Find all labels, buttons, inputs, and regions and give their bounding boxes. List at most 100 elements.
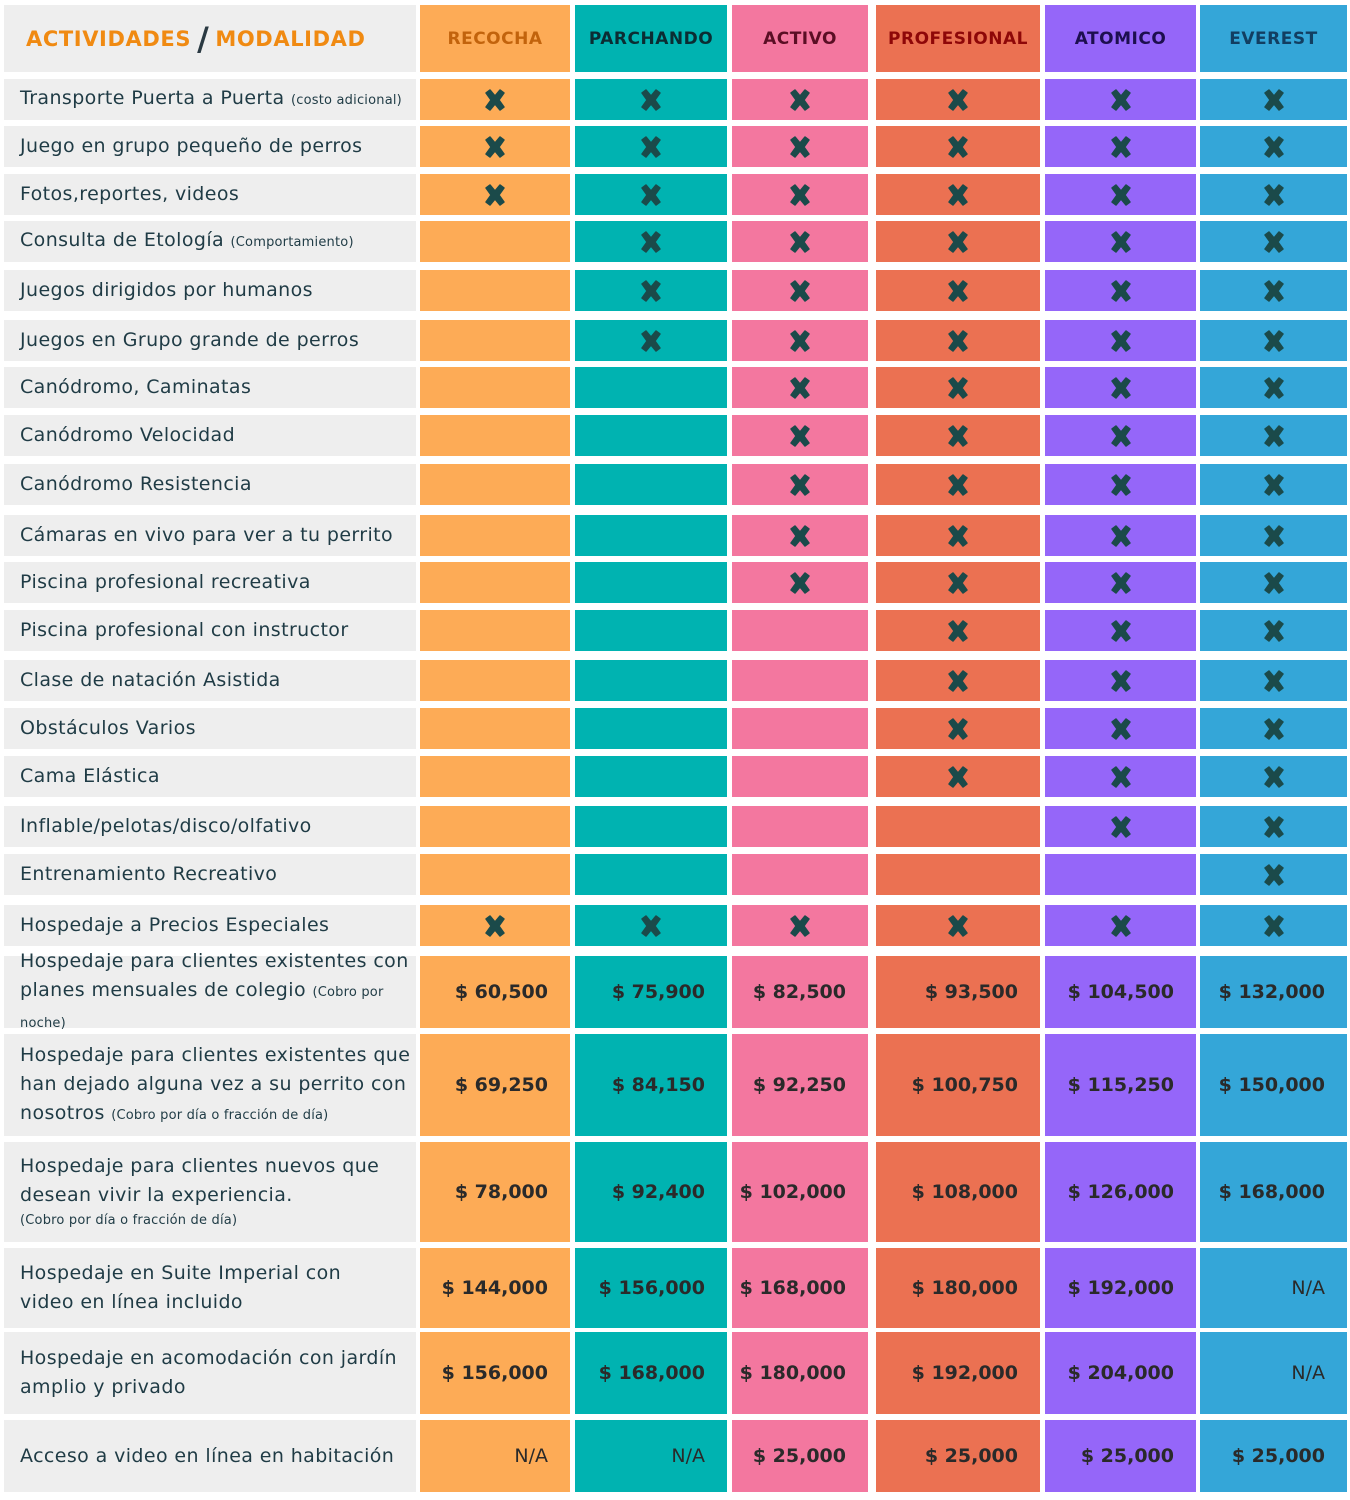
price-cell: $ 92,400: [575, 1142, 727, 1242]
price-value: $ 108,000: [911, 1181, 1018, 1203]
x-mark-icon: [641, 88, 661, 111]
activity-cell: [1045, 320, 1196, 361]
activity-cell: [1045, 270, 1196, 311]
x-mark-icon: [1110, 376, 1131, 399]
activity-cell: [1200, 610, 1347, 651]
activity-cell: [732, 756, 868, 797]
price-cell: $ 92,250: [732, 1034, 868, 1136]
activity-cell: [575, 367, 727, 408]
activity-text: Juegos en Grupo grande de perros: [20, 326, 359, 355]
activity-cell: [876, 320, 1040, 361]
activity-cell: [732, 221, 868, 262]
x-mark-icon: [948, 230, 968, 253]
pricing-line: Hospedaje en acomodación con jardín: [20, 1344, 397, 1373]
activity-cell: [575, 320, 727, 361]
x-mark-icon: [790, 571, 810, 594]
price-value: $ 168,000: [598, 1362, 705, 1384]
activity-cell: [1045, 708, 1196, 749]
activity-label: Cama Elástica: [4, 756, 416, 797]
activity-cell: [575, 806, 727, 847]
price-value: N/A: [1291, 1277, 1325, 1299]
x-mark-icon: [948, 135, 968, 158]
activity-cell: [420, 415, 570, 456]
activity-cell: [876, 806, 1040, 847]
activity-name: Fotos,reportes, videos: [20, 183, 240, 205]
x-mark-icon: [1110, 135, 1131, 158]
pricing-line: nosotros (Cobro por día o fracción de dí…: [20, 1099, 410, 1130]
activity-label: Obstáculos Varios: [4, 708, 416, 749]
activity-cell: [876, 415, 1040, 456]
activity-cell: [575, 854, 727, 895]
pricing-text: Hospedaje para clientes nuevos que desean…: [20, 1152, 379, 1232]
pricing-label: Hospedaje en Suite Imperial con video en …: [4, 1248, 416, 1328]
pricing-text: Hospedaje para clientes existentes con pl…: [20, 947, 416, 1038]
activity-cell: [420, 562, 570, 603]
activity-label: Piscina profesional con instructor: [4, 610, 416, 651]
price-cell: $ 150,000: [1200, 1034, 1347, 1136]
x-mark-icon: [948, 424, 968, 447]
activity-cell: [420, 756, 570, 797]
price-cell: $ 93,500: [876, 956, 1040, 1028]
price-value: $ 104,500: [1067, 981, 1174, 1003]
pricing-line: Acceso a video en línea en habitación: [20, 1442, 394, 1471]
price-value: $ 126,000: [1067, 1181, 1174, 1203]
activity-cell: [420, 854, 570, 895]
price-value: $ 93,500: [924, 981, 1018, 1003]
price-cell: N/A: [1200, 1332, 1347, 1414]
pricing-line: video en línea incluido: [20, 1288, 341, 1317]
activity-cell: [1200, 415, 1347, 456]
activity-cell: [876, 464, 1040, 505]
activity-note: (Comportamiento): [230, 235, 354, 250]
activity-cell: [876, 708, 1040, 749]
plan-name: PARCHANDO: [588, 28, 714, 49]
x-mark-icon: [485, 183, 505, 206]
activity-cell: [1045, 660, 1196, 701]
activity-cell: [575, 660, 727, 701]
pricing-text: Hospedaje en Suite Imperial con video en …: [20, 1259, 341, 1317]
price-value: $ 150,000: [1218, 1074, 1325, 1096]
activity-text: Transporte Puerta a Puerta (costo adicio…: [20, 84, 402, 115]
activity-cell: [732, 806, 868, 847]
pricing-line-text: han dejado alguna vez a su perrito con: [20, 1072, 407, 1095]
activity-cell: [732, 562, 868, 603]
activity-cell: [420, 126, 570, 167]
x-mark-icon: [790, 524, 810, 547]
x-mark-icon: [948, 376, 968, 399]
pricing-line-text: video en línea incluido: [20, 1291, 243, 1313]
activity-cell: [420, 660, 570, 701]
price-value: $ 180,000: [911, 1277, 1018, 1299]
price-cell: N/A: [575, 1420, 727, 1492]
activity-cell: [1200, 221, 1347, 262]
plan-header-activo: ACTIVO: [732, 5, 868, 72]
price-cell: $ 192,000: [1045, 1248, 1196, 1328]
x-mark-icon: [790, 135, 810, 158]
activity-cell: [876, 905, 1040, 946]
activity-cell: [732, 270, 868, 311]
price-value: $ 25,000: [1231, 1445, 1325, 1467]
pricing-note: (Cobro por noche): [20, 984, 384, 1031]
activity-name: Canódromo Velocidad: [20, 424, 236, 446]
x-mark-icon: [948, 329, 968, 352]
activity-cell: [732, 367, 868, 408]
x-mark-icon: [790, 914, 810, 937]
price-cell: $ 84,150: [575, 1034, 727, 1136]
activity-cell: [1045, 610, 1196, 651]
price-value: $ 25,000: [924, 1445, 1018, 1467]
activity-cell: [1045, 854, 1196, 895]
x-mark-icon: [1110, 183, 1131, 206]
activity-text: Cámaras en vivo para ver a tu perrito: [20, 521, 393, 550]
price-cell: $ 69,250: [420, 1034, 570, 1136]
price-value: $ 25,000: [1080, 1445, 1174, 1467]
activity-cell: [876, 562, 1040, 603]
x-mark-icon: [1263, 669, 1284, 692]
price-value: $ 82,500: [752, 981, 846, 1003]
pricing-line: planes mensuales de colegio (Cobro por n…: [20, 976, 416, 1038]
price-value: N/A: [514, 1445, 548, 1467]
price-value: $ 192,000: [911, 1362, 1018, 1384]
activity-cell: [732, 174, 868, 215]
price-cell: $ 82,500: [732, 956, 868, 1028]
activity-text: Canódromo Resistencia: [20, 470, 252, 499]
price-value: $ 92,250: [752, 1074, 846, 1096]
activity-cell: [1200, 126, 1347, 167]
x-mark-icon: [1263, 524, 1284, 547]
